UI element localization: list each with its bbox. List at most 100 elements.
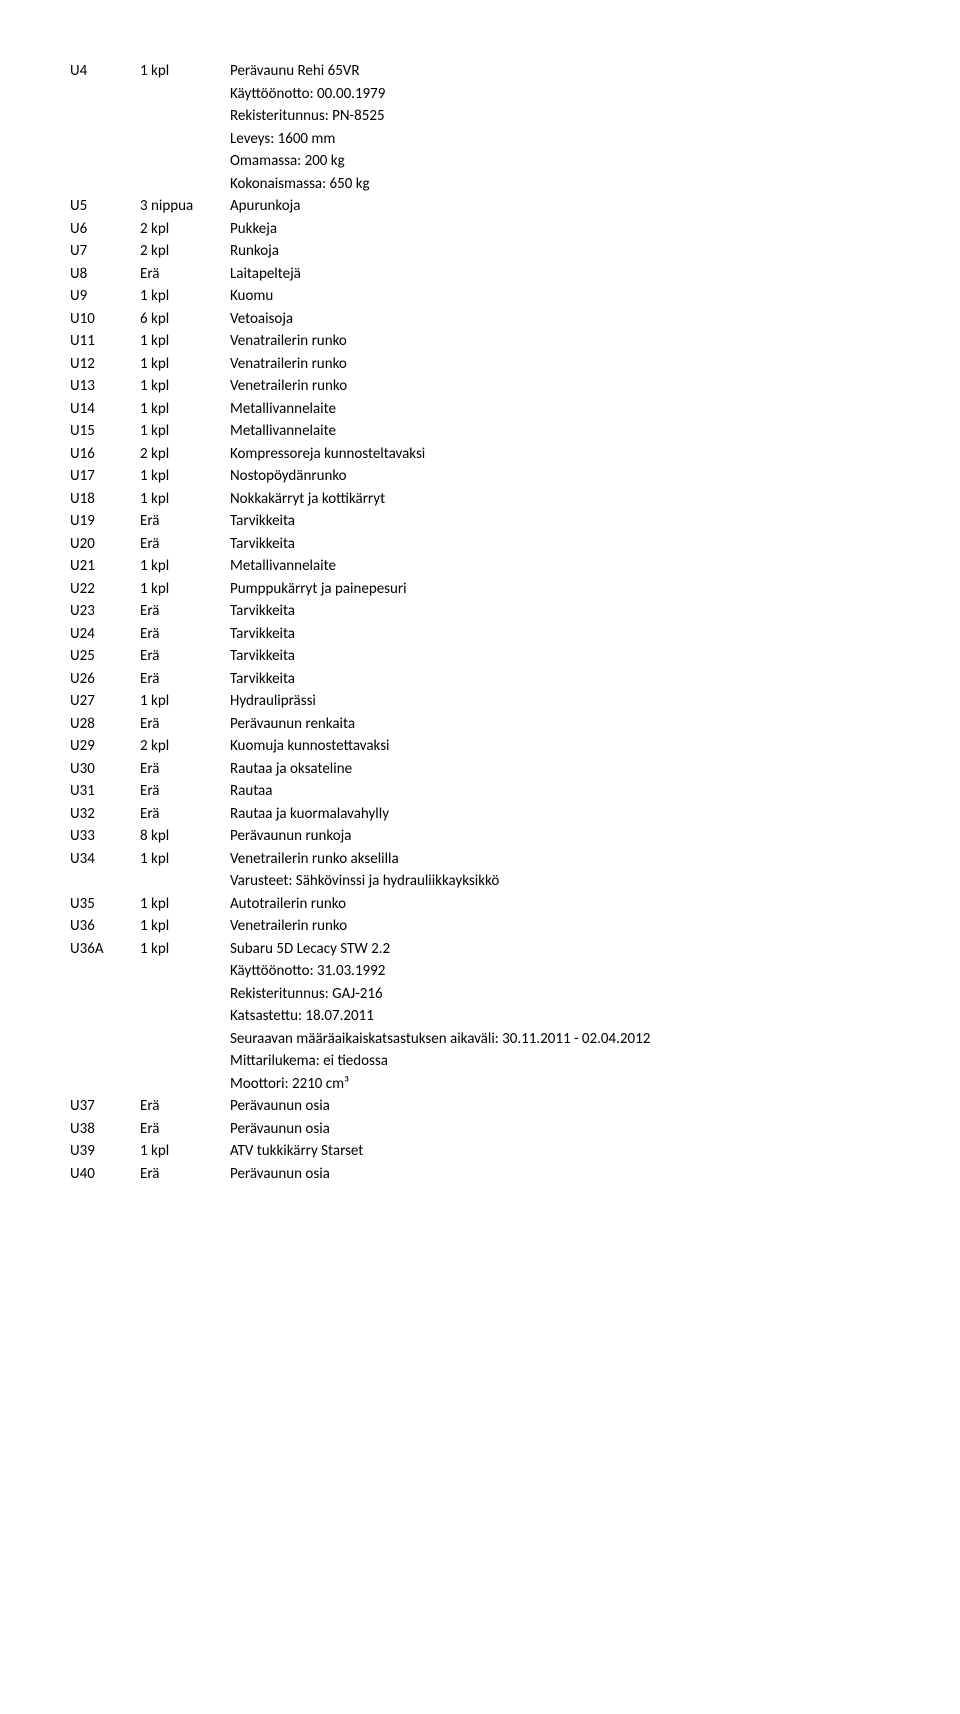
item-subline: Seuraavan määräaikaiskatsastuksen aikavä… xyxy=(230,1028,910,1051)
list-row: U292 kplKuomuja kunnostettavaksi xyxy=(70,735,910,758)
list-row: U62 kplPukkeja xyxy=(70,218,910,241)
list-row: U31EräRautaa xyxy=(70,780,910,803)
item-subline: Rekisteritunnus: PN-8525 xyxy=(230,105,910,128)
item-desc: Metallivannelaite xyxy=(230,555,910,578)
list-row: U20EräTarvikkeita xyxy=(70,533,910,556)
list-row: U91 kplKuomu xyxy=(70,285,910,308)
item-id: U5 xyxy=(70,195,140,218)
list-row: U338 kplPerävaunun runkoja xyxy=(70,825,910,848)
list-row: U221 kplPumppukärryt ja painepesuri xyxy=(70,578,910,601)
item-id: U24 xyxy=(70,623,140,646)
list-row: U37EräPerävaunun osia xyxy=(70,1095,910,1118)
item-id: U19 xyxy=(70,510,140,533)
item-id: U37 xyxy=(70,1095,140,1118)
item-desc: Pukkeja xyxy=(230,218,910,241)
item-subline: Käyttöönotto: 31.03.1992 xyxy=(230,960,910,983)
item-qty: 1 kpl xyxy=(140,578,230,601)
item-desc: Hydrauliprässi xyxy=(230,690,910,713)
item-id: U29 xyxy=(70,735,140,758)
item-desc: Venatrailerin runko xyxy=(230,353,910,376)
item-qty: 1 kpl xyxy=(140,848,230,871)
list-row: U41 kplPerävaunu Rehi 65VR xyxy=(70,60,910,83)
item-id: U40 xyxy=(70,1163,140,1186)
item-qty: 1 kpl xyxy=(140,353,230,376)
list-row: U38EräPerävaunun osia xyxy=(70,1118,910,1141)
item-desc: Tarvikkeita xyxy=(230,510,910,533)
item-id: U30 xyxy=(70,758,140,781)
item-subline: Kokonaismassa: 650 kg xyxy=(230,173,910,196)
item-desc: Kuomuja kunnostettavaksi xyxy=(230,735,910,758)
item-id: U36 xyxy=(70,915,140,938)
item-id: U17 xyxy=(70,465,140,488)
item-qty: 1 kpl xyxy=(140,893,230,916)
item-desc: Metallivannelaite xyxy=(230,398,910,421)
list-row: U24EräTarvikkeita xyxy=(70,623,910,646)
item-subline: Leveys: 1600 mm xyxy=(230,128,910,151)
item-id: U16 xyxy=(70,443,140,466)
item-id: U22 xyxy=(70,578,140,601)
item-qty: Erä xyxy=(140,713,230,736)
item-id: U23 xyxy=(70,600,140,623)
item-qty: Erä xyxy=(140,263,230,286)
item-qty: 3 nippua xyxy=(140,195,230,218)
item-qty: Erä xyxy=(140,1095,230,1118)
item-desc: Tarvikkeita xyxy=(230,645,910,668)
item-id: U20 xyxy=(70,533,140,556)
item-qty: Erä xyxy=(140,533,230,556)
item-qty: Erä xyxy=(140,1163,230,1186)
item-id: U11 xyxy=(70,330,140,353)
item-desc: Kompressoreja kunnosteltavaksi xyxy=(230,443,910,466)
item-qty: Erä xyxy=(140,780,230,803)
item-desc: Kuomu xyxy=(230,285,910,308)
item-id: U6 xyxy=(70,218,140,241)
item-list: U41 kplPerävaunu Rehi 65VRKäyttöönotto: … xyxy=(70,60,910,1185)
item-qty: 1 kpl xyxy=(140,285,230,308)
item-qty: 2 kpl xyxy=(140,735,230,758)
item-qty: 1 kpl xyxy=(140,60,230,83)
item-qty: 6 kpl xyxy=(140,308,230,331)
list-row: U26EräTarvikkeita xyxy=(70,668,910,691)
item-desc: ATV tukkikärry Starset xyxy=(230,1140,910,1163)
item-qty: Erä xyxy=(140,645,230,668)
item-desc: Nostopöydänrunko xyxy=(230,465,910,488)
item-qty: 1 kpl xyxy=(140,938,230,961)
item-qty: 1 kpl xyxy=(140,375,230,398)
item-desc: Perävaunun renkaita xyxy=(230,713,910,736)
item-subline: Mittarilukema: ei tiedossa xyxy=(230,1050,910,1073)
list-row: U111 kplVenatrailerin runko xyxy=(70,330,910,353)
item-qty: Erä xyxy=(140,668,230,691)
item-qty: Erä xyxy=(140,600,230,623)
item-desc: Perävaunun osia xyxy=(230,1095,910,1118)
item-desc: Metallivannelaite xyxy=(230,420,910,443)
item-id: U34 xyxy=(70,848,140,871)
list-row: U72 kplRunkoja xyxy=(70,240,910,263)
item-id: U36A xyxy=(70,938,140,961)
item-desc: Venetrailerin runko akselilla xyxy=(230,848,910,871)
item-qty: 1 kpl xyxy=(140,555,230,578)
item-qty: 1 kpl xyxy=(140,465,230,488)
item-qty: 8 kpl xyxy=(140,825,230,848)
item-id: U35 xyxy=(70,893,140,916)
item-qty: 1 kpl xyxy=(140,398,230,421)
list-row: U19EräTarvikkeita xyxy=(70,510,910,533)
item-id: U7 xyxy=(70,240,140,263)
item-qty: Erä xyxy=(140,758,230,781)
item-subline: Käyttöönotto: 00.00.1979 xyxy=(230,83,910,106)
item-qty: 1 kpl xyxy=(140,690,230,713)
item-id: U38 xyxy=(70,1118,140,1141)
item-desc: Tarvikkeita xyxy=(230,668,910,691)
list-row: U131 kplVenetrailerin runko xyxy=(70,375,910,398)
list-row: U351 kplAutotrailerin runko xyxy=(70,893,910,916)
item-qty: Erä xyxy=(140,623,230,646)
item-qty: 1 kpl xyxy=(140,488,230,511)
list-row: U106 kplVetoaisoja xyxy=(70,308,910,331)
list-row: U361 kplVenetrailerin runko xyxy=(70,915,910,938)
item-desc: Venetrailerin runko xyxy=(230,375,910,398)
item-id: U26 xyxy=(70,668,140,691)
item-qty: 1 kpl xyxy=(140,420,230,443)
item-desc: Rautaa ja kuormalavahylly xyxy=(230,803,910,826)
list-row: U181 kplNokkakärryt ja kottikärryt xyxy=(70,488,910,511)
item-id: U25 xyxy=(70,645,140,668)
list-row: U8EräLaitapeltejä xyxy=(70,263,910,286)
list-row: U121 kplVenatrailerin runko xyxy=(70,353,910,376)
